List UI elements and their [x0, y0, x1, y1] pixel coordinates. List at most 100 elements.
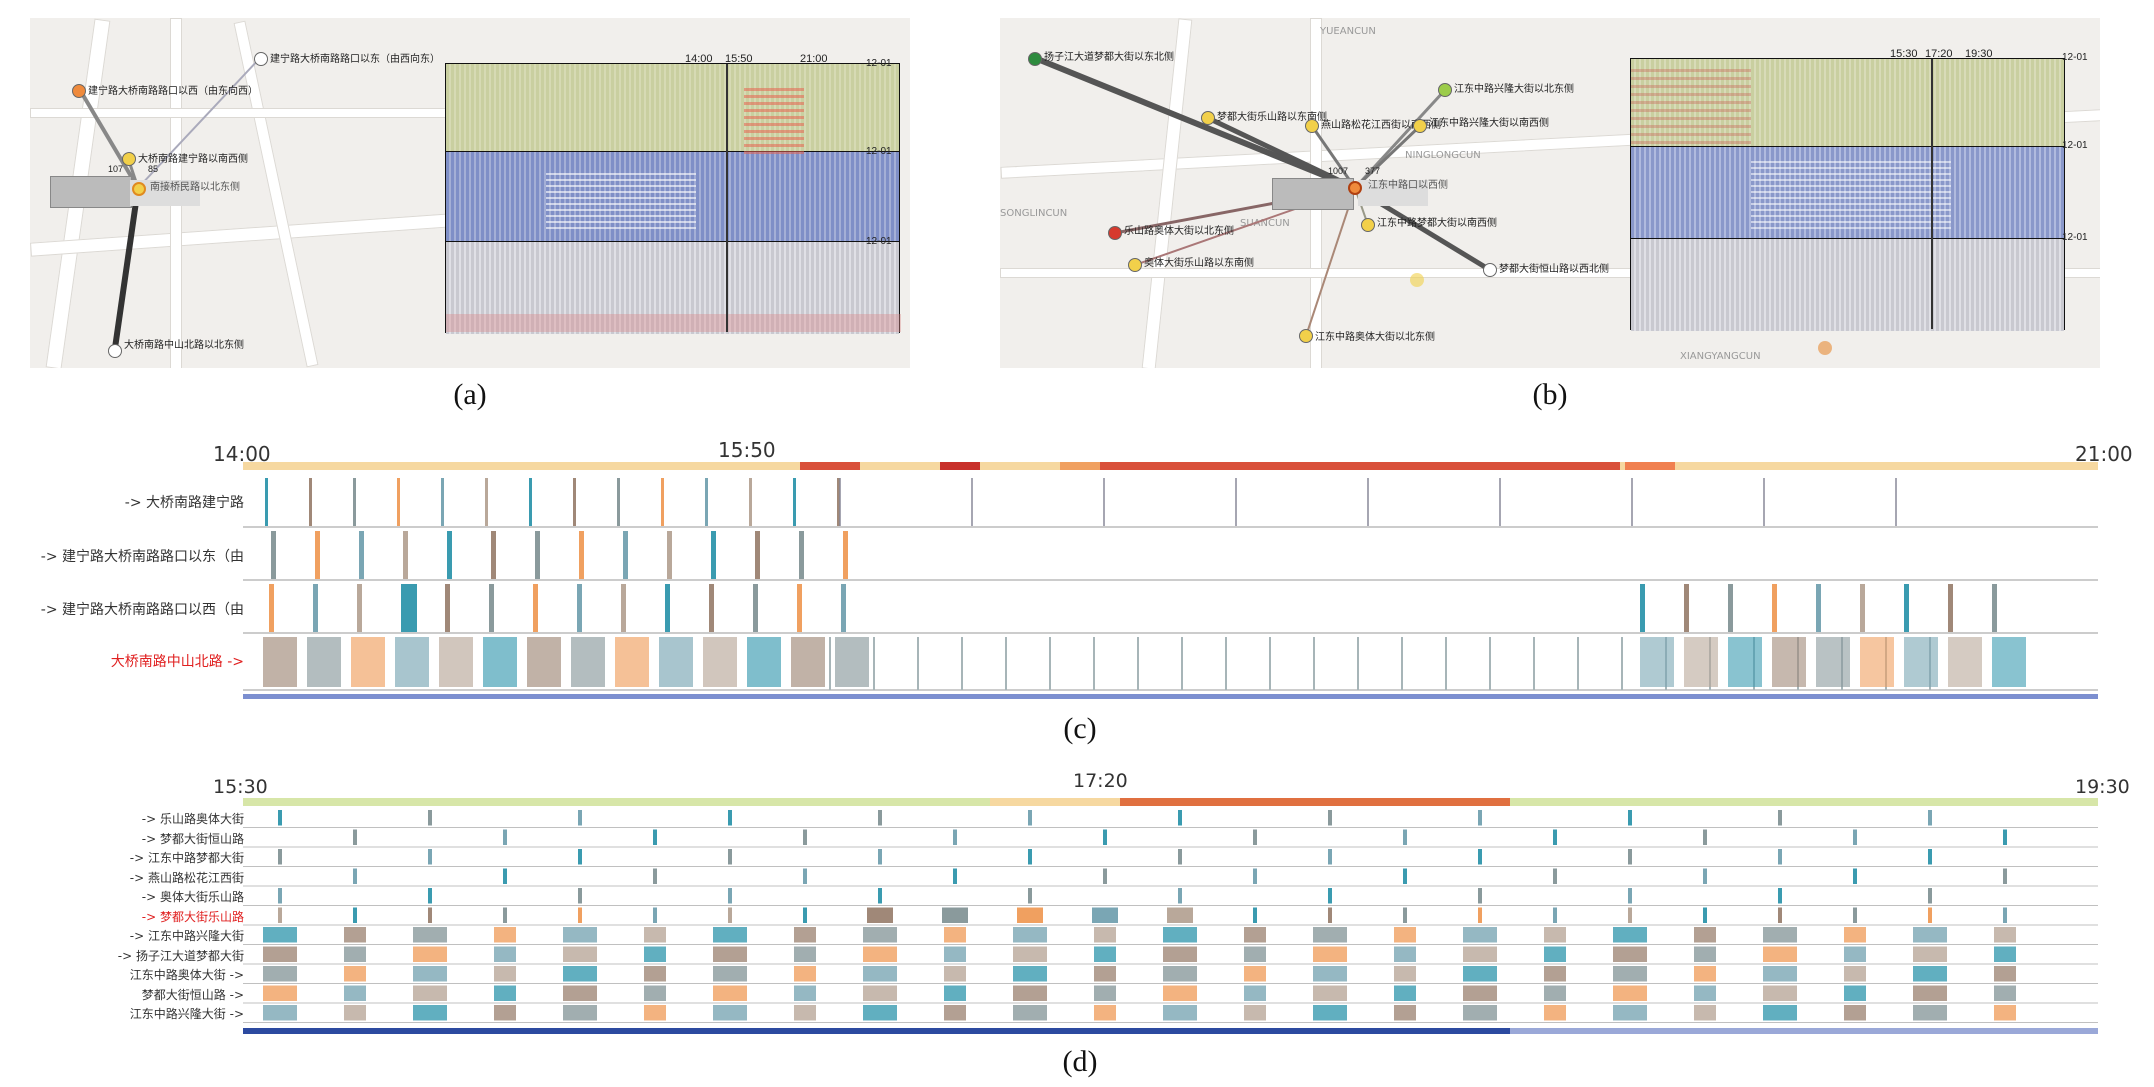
event-mark [1703, 907, 1707, 923]
event-mark [278, 888, 282, 904]
event-mark [269, 584, 274, 632]
event-mark [447, 531, 452, 579]
date-label: 12-01 [866, 236, 892, 247]
event-mark [1703, 868, 1707, 884]
map-node[interactable] [1305, 119, 1319, 133]
event-mark [794, 966, 816, 982]
event-mark [578, 849, 582, 865]
map-node [1410, 273, 1424, 287]
caption-b: (b) [1532, 378, 1568, 411]
event-block [1816, 637, 1850, 687]
event-mark [263, 966, 297, 982]
event-mark [271, 531, 276, 579]
event-mark [942, 907, 968, 923]
event-mark [428, 888, 432, 904]
map-node[interactable] [1201, 111, 1215, 125]
event-mark [1553, 868, 1557, 884]
event-mark [713, 946, 747, 962]
heatmap-b[interactable] [1630, 58, 2065, 331]
event-mark [1928, 907, 1932, 923]
bottom-bar [243, 694, 2098, 699]
row-label: -> 乐山路奥体大街 [141, 812, 244, 826]
node-label: 江东中路口以西侧 [1368, 180, 1448, 191]
event-mark [617, 478, 620, 526]
event-mark [1778, 849, 1782, 865]
event-block [1992, 637, 2026, 687]
event-mark [1844, 946, 1866, 962]
event-mark [755, 531, 760, 579]
event-mark [1013, 927, 1047, 943]
event-mark [1763, 1005, 1797, 1021]
caption-c: (c) [1063, 712, 1097, 745]
event-mark [1904, 584, 1909, 632]
event-mark [1094, 966, 1116, 982]
event-mark [1992, 584, 1997, 632]
map-node[interactable] [1413, 119, 1427, 133]
map-node[interactable] [1299, 329, 1313, 343]
time-mid: 17:20 [1073, 770, 1128, 792]
event-mark [413, 1005, 447, 1021]
event-mark [353, 829, 357, 845]
event-mark [1094, 946, 1116, 962]
map-node[interactable] [72, 84, 86, 98]
event-mark [428, 810, 432, 826]
event-block [703, 637, 737, 687]
event-mark [2003, 868, 2007, 884]
event-mark [579, 531, 584, 579]
event-block [1684, 637, 1718, 687]
map-node[interactable] [132, 182, 146, 196]
event-mark [1613, 927, 1647, 943]
timeline-d[interactable] [0, 0, 2154, 1045]
time-cursor[interactable] [726, 64, 728, 332]
event-mark [344, 985, 366, 1001]
event-mark [711, 531, 716, 579]
event-mark [1253, 907, 1257, 923]
event-mark [1544, 1005, 1566, 1021]
map-node[interactable] [1108, 226, 1122, 240]
map-node[interactable] [1483, 263, 1497, 277]
event-mark [1544, 927, 1566, 943]
heatmap-a[interactable] [445, 63, 901, 334]
event-mark [863, 1005, 897, 1021]
event-mark [837, 478, 840, 526]
event-mark [1913, 927, 1947, 943]
map-node[interactable] [1128, 258, 1142, 272]
event-mark [878, 888, 882, 904]
event-mark [1394, 946, 1416, 962]
event-mark [1694, 1005, 1716, 1021]
event-mark [944, 1005, 966, 1021]
event-mark [1244, 1005, 1266, 1021]
timeline-c[interactable] [0, 0, 2154, 725]
event-mark [878, 849, 882, 865]
event-mark [644, 946, 666, 962]
event-mark [1994, 985, 2016, 1001]
row-label: 梦都大街恒山路 -> [141, 987, 244, 1002]
event-mark [1403, 907, 1407, 923]
event-mark [867, 907, 893, 923]
event-mark [843, 531, 848, 579]
node-label: 乐山路奥体大街以北东侧 [1124, 226, 1234, 237]
time-cursor[interactable] [1931, 59, 1933, 329]
event-mark [401, 584, 417, 632]
event-mark [1013, 985, 1047, 1001]
event-mark [1028, 810, 1032, 826]
event-mark [344, 1005, 366, 1021]
map-node[interactable] [1361, 218, 1375, 232]
event-mark [1163, 1005, 1197, 1021]
event-mark [728, 907, 732, 923]
map-node[interactable] [1348, 181, 1362, 195]
event-mark [1463, 927, 1497, 943]
event-block [1860, 637, 1894, 687]
heat-band [446, 242, 899, 334]
map-node[interactable] [122, 152, 136, 166]
event-mark [1313, 1005, 1347, 1021]
map-label: NINGLONGCUN [1405, 150, 1481, 161]
event-mark [563, 985, 597, 1001]
event-mark [403, 531, 408, 579]
map-node[interactable] [108, 344, 122, 358]
map-node[interactable] [254, 52, 268, 66]
map-node[interactable] [1438, 83, 1452, 97]
event-block [527, 637, 561, 687]
event-mark [1463, 966, 1497, 982]
map-node[interactable] [1028, 52, 1042, 66]
